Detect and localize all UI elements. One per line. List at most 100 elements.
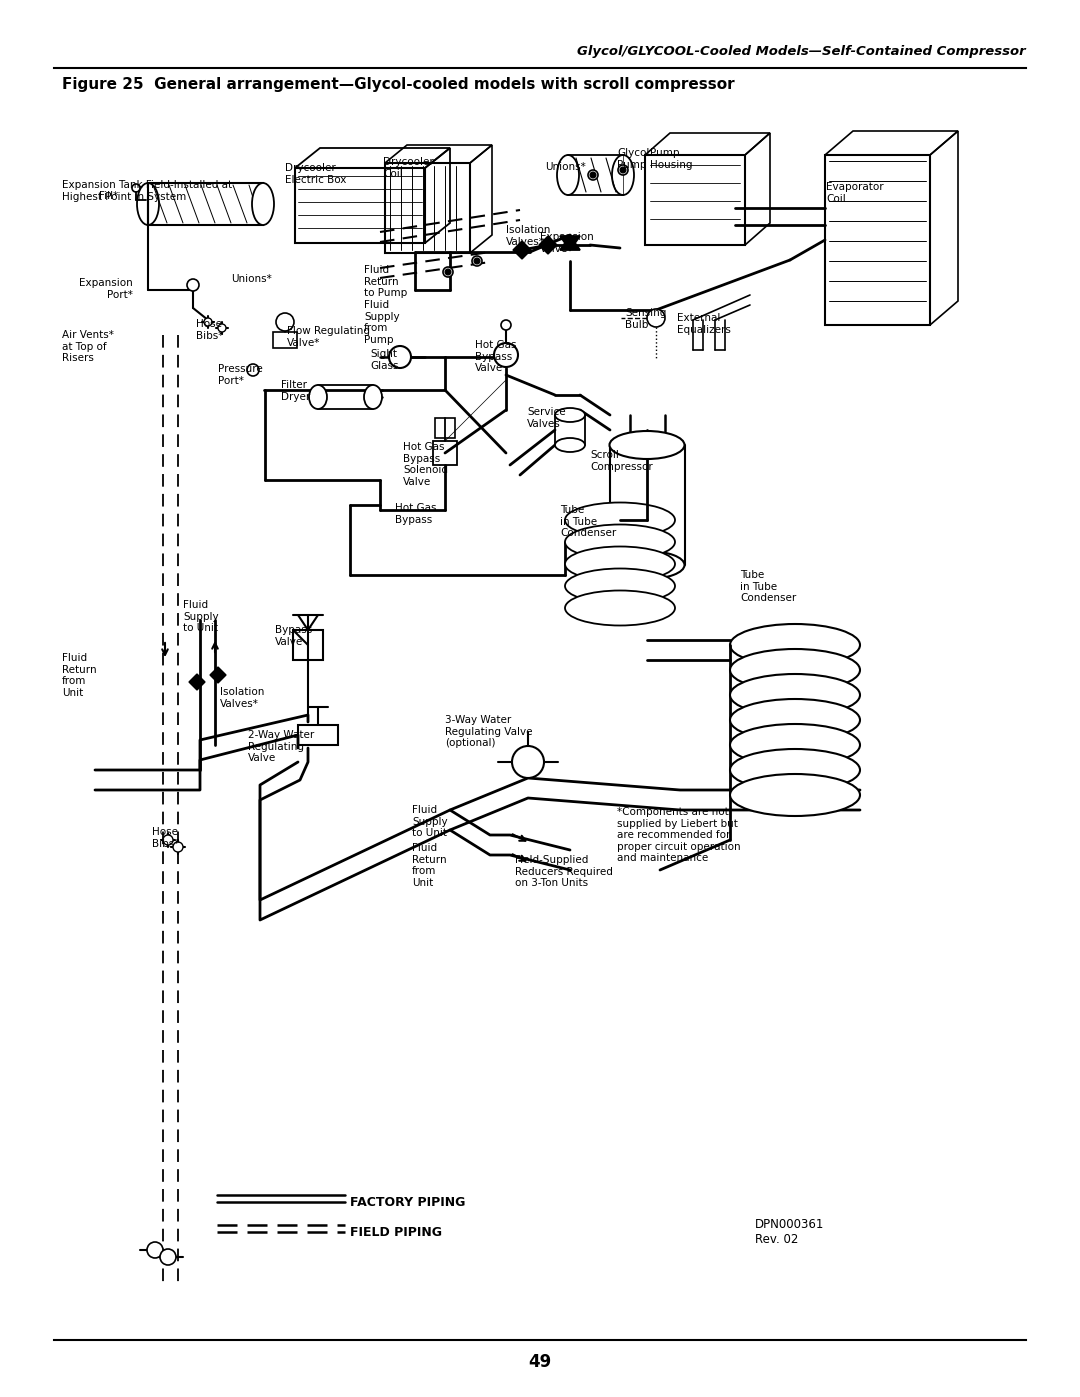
Text: External
Equalizers: External Equalizers xyxy=(677,313,731,335)
Circle shape xyxy=(472,256,482,265)
Ellipse shape xyxy=(555,439,585,453)
Bar xyxy=(825,155,930,326)
Text: Flow Regulating
Valve*: Flow Regulating Valve* xyxy=(287,326,370,348)
Ellipse shape xyxy=(730,698,860,740)
Ellipse shape xyxy=(730,749,860,791)
Text: Fluid
Return
from
Unit: Fluid Return from Unit xyxy=(62,652,96,697)
Text: *Components are not
supplied by Liebert but
are recommended for
proper circuit o: *Components are not supplied by Liebert … xyxy=(617,807,741,863)
Polygon shape xyxy=(539,236,557,254)
Circle shape xyxy=(389,346,411,367)
Circle shape xyxy=(187,279,199,291)
Text: Service
Valves: Service Valves xyxy=(527,407,566,429)
Ellipse shape xyxy=(730,650,860,692)
Bar xyxy=(645,155,745,244)
Text: Fluid
Supply
from
Pump: Fluid Supply from Pump xyxy=(364,300,400,345)
Polygon shape xyxy=(210,666,226,683)
Polygon shape xyxy=(561,236,580,250)
Ellipse shape xyxy=(309,386,327,409)
Text: Air Vents*
at Top of
Risers: Air Vents* at Top of Risers xyxy=(62,330,113,363)
Text: Isolation
Valves*: Isolation Valves* xyxy=(220,687,265,708)
Text: Unions*: Unions* xyxy=(545,162,585,172)
Text: FIELD PIPING: FIELD PIPING xyxy=(350,1225,442,1239)
Ellipse shape xyxy=(730,774,860,816)
Ellipse shape xyxy=(364,386,382,409)
Circle shape xyxy=(147,1242,163,1259)
Circle shape xyxy=(247,365,259,376)
Ellipse shape xyxy=(730,624,860,666)
Text: Drycooler
Electric Box: Drycooler Electric Box xyxy=(285,163,347,184)
Ellipse shape xyxy=(730,673,860,717)
Bar xyxy=(384,163,470,253)
Ellipse shape xyxy=(730,724,860,766)
Bar xyxy=(273,332,297,348)
Text: Hot Gas
Bypass
Valve: Hot Gas Bypass Valve xyxy=(475,339,516,373)
Text: Fluid
Return
to Pump: Fluid Return to Pump xyxy=(364,265,407,298)
Polygon shape xyxy=(513,242,531,258)
Bar xyxy=(435,418,455,439)
Circle shape xyxy=(494,344,518,367)
Text: Filter
Dryer: Filter Dryer xyxy=(281,380,310,401)
Circle shape xyxy=(276,313,294,331)
Circle shape xyxy=(173,842,183,852)
Text: Tube
in Tube
Condenser: Tube in Tube Condenser xyxy=(740,570,796,604)
Circle shape xyxy=(443,267,453,277)
Circle shape xyxy=(512,746,544,778)
Text: Evaporator
Coil: Evaporator Coil xyxy=(826,182,883,204)
Bar xyxy=(298,725,338,745)
Text: Hose
Bibs*: Hose Bibs* xyxy=(152,827,179,848)
Circle shape xyxy=(618,165,627,175)
Text: Glycol
Pump: Glycol Pump xyxy=(617,148,649,169)
Text: FACTORY PIPING: FACTORY PIPING xyxy=(350,1196,465,1208)
Ellipse shape xyxy=(252,183,274,225)
Text: Drycooler
Coil: Drycooler Coil xyxy=(383,156,434,179)
Circle shape xyxy=(445,270,451,275)
Polygon shape xyxy=(561,236,580,250)
Text: Unions*: Unions* xyxy=(231,274,272,284)
Text: Field-Supplied
Reducers Required
on 3-Ton Units: Field-Supplied Reducers Required on 3-To… xyxy=(515,855,612,888)
Text: Bypass
Valve: Bypass Valve xyxy=(275,624,312,647)
Text: Glycol/GLYCOOL-Cooled Models—Self-Contained Compressor: Glycol/GLYCOOL-Cooled Models—Self-Contai… xyxy=(578,46,1026,59)
Text: Pump
Housing: Pump Housing xyxy=(650,148,692,169)
Polygon shape xyxy=(189,673,205,690)
Ellipse shape xyxy=(609,550,685,578)
Bar xyxy=(293,630,323,659)
Ellipse shape xyxy=(609,432,685,460)
Ellipse shape xyxy=(612,155,634,196)
Text: Fill*: Fill* xyxy=(98,191,118,201)
Circle shape xyxy=(590,172,596,177)
Text: DPN000361
Rev. 02: DPN000361 Rev. 02 xyxy=(755,1218,824,1246)
Text: Scroll
Compressor: Scroll Compressor xyxy=(590,450,652,472)
Text: Sight
Glass: Sight Glass xyxy=(370,349,399,370)
Text: 49: 49 xyxy=(528,1354,552,1370)
Text: Fluid
Return
from
Unit: Fluid Return from Unit xyxy=(411,842,447,888)
Bar xyxy=(148,183,264,225)
Ellipse shape xyxy=(565,569,675,604)
Circle shape xyxy=(501,320,511,330)
Circle shape xyxy=(588,170,598,180)
Bar xyxy=(295,168,426,243)
Text: Fluid
Supply
to Unit: Fluid Supply to Unit xyxy=(411,805,447,838)
Circle shape xyxy=(474,258,480,264)
Circle shape xyxy=(163,835,173,845)
Ellipse shape xyxy=(555,408,585,422)
Text: Isolation
Valves*: Isolation Valves* xyxy=(507,225,551,247)
Circle shape xyxy=(204,319,212,326)
Circle shape xyxy=(218,324,226,332)
Text: Figure 25  General arrangement—Glycol-cooled models with scroll compressor: Figure 25 General arrangement—Glycol-coo… xyxy=(62,77,734,91)
Text: Hot Gas
Bypass
Solenoid
Valve: Hot Gas Bypass Solenoid Valve xyxy=(403,441,448,486)
Text: Hose
Bibs*: Hose Bibs* xyxy=(195,319,224,341)
Text: Expansion
Port*: Expansion Port* xyxy=(79,278,133,299)
Text: Hot Gas
Bypass: Hot Gas Bypass xyxy=(395,503,436,525)
Ellipse shape xyxy=(565,503,675,538)
Text: Expansion
Valve: Expansion Valve xyxy=(540,232,594,254)
Text: Tube
in Tube
Condenser: Tube in Tube Condenser xyxy=(561,504,617,538)
Text: Sensing
Bulb: Sensing Bulb xyxy=(625,307,666,330)
Text: Pressure
Port*: Pressure Port* xyxy=(218,365,262,386)
Circle shape xyxy=(620,168,626,173)
Circle shape xyxy=(160,1249,176,1266)
Text: 3-Way Water
Regulating Valve
(optional): 3-Way Water Regulating Valve (optional) xyxy=(445,715,532,749)
Text: 2-Way Water
Regulating
Valve: 2-Way Water Regulating Valve xyxy=(248,731,314,763)
Text: Fluid
Supply
to Unit: Fluid Supply to Unit xyxy=(183,599,218,633)
Ellipse shape xyxy=(565,524,675,560)
Ellipse shape xyxy=(557,155,579,196)
